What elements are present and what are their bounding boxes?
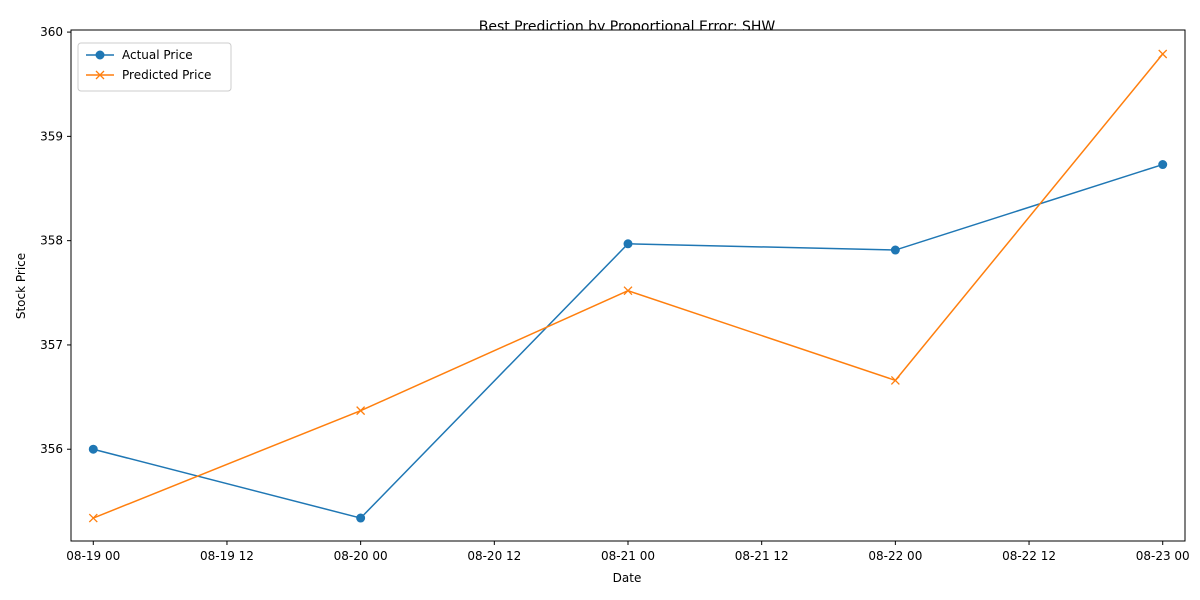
- series-layer: [88, 49, 1168, 523]
- actual-price-point: [890, 245, 900, 255]
- legend: Actual Price Predicted Price: [77, 42, 232, 92]
- legend-marker-predicted-price: [95, 70, 105, 80]
- actual-price-point: [88, 444, 98, 454]
- x-tick-label: 08-22 12: [1002, 549, 1056, 563]
- y-tick-label: 360: [40, 25, 63, 39]
- predicted-price-point: [88, 513, 98, 523]
- plot-area: [71, 30, 1185, 541]
- x-axis-ticks: 08-19 00 08-19 12 08-20 00 08-20 12 08-21 00…: [66, 541, 1190, 563]
- x-tick-label: 08-19 00: [66, 549, 120, 563]
- legend-entry-actual-price: Actual Price: [86, 48, 193, 62]
- x-tick-label: 08-22 00: [868, 549, 922, 563]
- legend-entry-predicted-price: Predicted Price: [86, 68, 211, 82]
- y-tick-label: 357: [40, 338, 63, 352]
- x-tick-label: 08-21 12: [735, 549, 789, 563]
- x-tick-label: 08-20 12: [467, 549, 521, 563]
- actual-price-series: [88, 160, 1168, 523]
- x-tick-label: 08-19 12: [200, 549, 254, 563]
- predicted-price-point: [1158, 49, 1168, 59]
- predicted-price-point: [356, 406, 366, 416]
- legend-label-actual-price: Actual Price: [122, 48, 193, 62]
- actual-price-point: [623, 239, 633, 249]
- actual-price-point: [1158, 160, 1168, 170]
- plot-frame: [70, 29, 1186, 542]
- x-axis-label: Date: [613, 571, 642, 585]
- y-tick-label: 359: [40, 129, 63, 143]
- x-tick-label: 08-21 00: [601, 549, 655, 563]
- predicted-price-point: [623, 286, 633, 296]
- legend-label-predicted-price: Predicted Price: [122, 68, 211, 82]
- legend-marker-actual-price: [95, 50, 105, 60]
- y-tick-label: 356: [40, 442, 63, 456]
- legend-box: [77, 42, 232, 92]
- predicted-price-series: [88, 49, 1168, 523]
- x-tick-label: 08-20 00: [334, 549, 388, 563]
- predicted-price-point: [890, 375, 900, 385]
- y-axis-label: Stock Price: [14, 253, 28, 319]
- x-tick-label: 08-23 00: [1136, 549, 1190, 563]
- actual-price-point: [356, 513, 366, 523]
- y-axis-ticks: 356 357 358 359 360: [40, 25, 71, 456]
- y-tick-label: 358: [40, 234, 63, 248]
